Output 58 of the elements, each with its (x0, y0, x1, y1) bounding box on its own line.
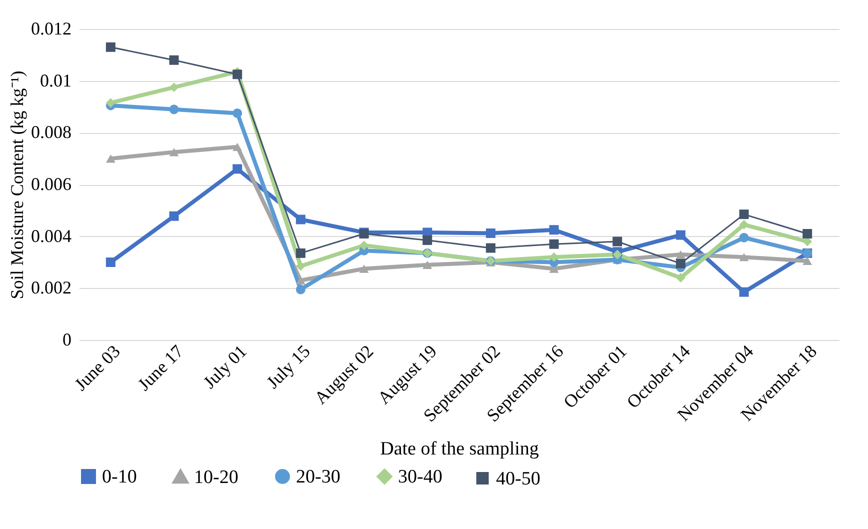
point (232, 164, 242, 174)
point (549, 239, 559, 249)
point (359, 240, 369, 250)
point (739, 210, 749, 220)
point (739, 220, 749, 230)
x-tick-label: June 03 (70, 341, 124, 394)
point (169, 82, 179, 92)
y-tick-label: 0.004 (31, 226, 72, 246)
point (359, 264, 369, 273)
point (676, 258, 686, 268)
point (169, 104, 179, 114)
legend-label: 20-30 (296, 466, 340, 488)
point (739, 232, 749, 242)
point (169, 148, 179, 156)
point (169, 55, 179, 65)
point (549, 225, 559, 235)
y-tick-label: 0 (62, 330, 72, 350)
point (422, 260, 432, 269)
point (106, 42, 116, 52)
point (486, 228, 496, 238)
point (296, 214, 306, 224)
y-tick-label: 0.006 (31, 174, 72, 194)
point (296, 284, 306, 294)
point (296, 248, 306, 258)
point (169, 211, 179, 221)
point (612, 236, 622, 246)
point (676, 250, 686, 259)
point (232, 70, 242, 80)
point (739, 252, 749, 262)
point (612, 250, 622, 260)
point (106, 98, 116, 108)
legend-label: 30-40 (398, 466, 442, 488)
point (296, 276, 306, 284)
y-axis-title: Soil Moisture Content (kg kg⁻¹) (7, 70, 27, 300)
point (422, 235, 432, 245)
point (296, 261, 306, 271)
point (739, 287, 749, 297)
point (106, 258, 116, 267)
y-tick-label: 0.01 (40, 70, 72, 90)
point (486, 243, 496, 253)
y-tick-label: 0.012 (31, 18, 72, 38)
legend-label: 10-20 (194, 466, 238, 488)
x-axis-title: Date of the sampling (380, 438, 540, 460)
point (549, 252, 559, 262)
point (232, 108, 242, 118)
x-tick-label: June 17 (134, 341, 188, 394)
point (232, 142, 242, 152)
legend-label: 40-50 (496, 468, 540, 490)
point (676, 273, 686, 283)
x-tick-label: July 15 (262, 341, 314, 392)
legend-label: 0-10 (102, 466, 137, 488)
y-tick-label: 0.002 (31, 278, 72, 298)
point (802, 256, 812, 266)
point (676, 230, 686, 240)
point (106, 154, 116, 163)
x-tick-label: July 01 (199, 341, 251, 392)
point (802, 229, 812, 238)
y-tick-label: 0.008 (31, 122, 72, 142)
